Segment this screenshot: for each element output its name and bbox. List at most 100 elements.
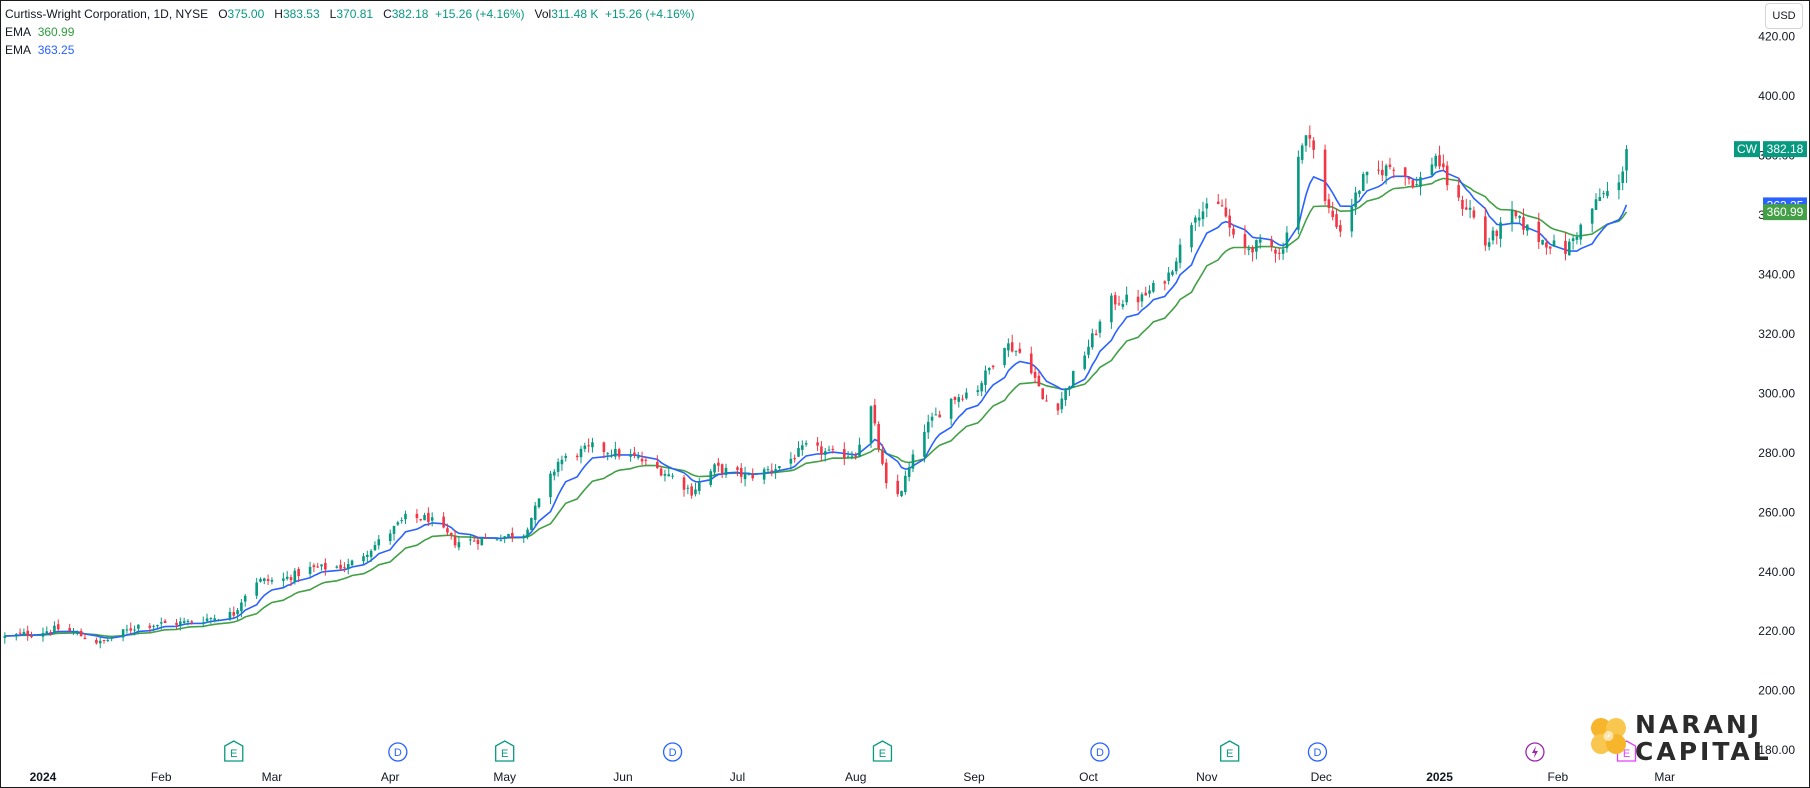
candle-body[interactable] — [1327, 199, 1331, 209]
candle-body[interactable] — [610, 455, 613, 457]
candle-body[interactable] — [1277, 252, 1281, 254]
candle-body[interactable] — [346, 564, 350, 569]
candle-body[interactable] — [606, 453, 610, 455]
candle-body[interactable] — [953, 397, 957, 401]
candle-body[interactable] — [1518, 215, 1521, 218]
candle-body[interactable] — [484, 537, 487, 539]
candle-body[interactable] — [72, 632, 75, 634]
candle-body[interactable] — [591, 442, 594, 448]
candle-body[interactable] — [522, 535, 526, 538]
candle-body[interactable] — [552, 471, 556, 476]
candle-body[interactable] — [869, 406, 873, 443]
candle-body[interactable] — [884, 462, 888, 484]
candle-body[interactable] — [255, 582, 258, 596]
dividend-icon[interactable] — [1090, 742, 1110, 762]
candle-body[interactable] — [53, 625, 56, 633]
candle-body[interactable] — [957, 397, 961, 402]
dividend-icon[interactable] — [662, 742, 683, 762]
candle-body[interactable] — [1579, 224, 1583, 240]
candle-body[interactable] — [419, 519, 423, 521]
candle-body[interactable] — [22, 631, 26, 635]
candle-body[interactable] — [1029, 353, 1033, 374]
candle-body[interactable] — [690, 486, 693, 496]
candle-body[interactable] — [3, 635, 7, 638]
candle-body[interactable] — [682, 477, 686, 490]
candle-body[interactable] — [1224, 207, 1228, 217]
candle-body[interactable] — [1167, 272, 1170, 281]
candle-body[interactable] — [1174, 261, 1178, 272]
candle-body[interactable] — [262, 578, 266, 582]
candle-body[interactable] — [1499, 222, 1502, 239]
candle-body[interactable] — [45, 631, 49, 634]
candle-body[interactable] — [392, 525, 396, 534]
candle-body[interactable] — [95, 639, 98, 644]
candle-body[interactable] — [102, 640, 106, 642]
candle-body[interactable] — [1270, 240, 1273, 247]
candle-body[interactable] — [49, 631, 52, 633]
candle-body[interactable] — [1430, 164, 1434, 176]
candle-body[interactable] — [549, 473, 552, 498]
candle-body[interactable] — [79, 630, 83, 637]
candle-body[interactable] — [83, 637, 87, 640]
candle-body[interactable] — [671, 475, 674, 477]
candle-body[interactable] — [1091, 333, 1094, 348]
candle-body[interactable] — [1545, 242, 1548, 248]
candle-body[interactable] — [312, 565, 316, 568]
candle-body[interactable] — [907, 467, 911, 477]
candle-body[interactable] — [1056, 403, 1060, 411]
candle-body[interactable] — [1487, 242, 1491, 247]
candle-body[interactable] — [259, 579, 262, 582]
candle-body[interactable] — [1594, 199, 1598, 210]
candle-body[interactable] — [163, 620, 167, 623]
candle-body[interactable] — [816, 442, 819, 446]
candle-body[interactable] — [1606, 191, 1609, 197]
candle-body[interactable] — [1491, 230, 1495, 241]
candle-body[interactable] — [713, 464, 716, 473]
candle-body[interactable] — [232, 612, 236, 616]
candle-body[interactable] — [1201, 211, 1205, 220]
candle-body[interactable] — [369, 550, 373, 557]
candle-body[interactable] — [1060, 398, 1064, 410]
candle-body[interactable] — [511, 533, 514, 538]
candle-body[interactable] — [1037, 375, 1041, 387]
candle-body[interactable] — [453, 536, 457, 546]
candle-body[interactable] — [56, 624, 60, 630]
candle-body[interactable] — [1514, 210, 1518, 217]
candle-body[interactable] — [1163, 281, 1167, 284]
candle-body[interactable] — [182, 621, 186, 623]
candle-body[interactable] — [507, 533, 510, 537]
candle-body[interactable] — [1071, 371, 1075, 388]
candle-body[interactable] — [556, 461, 560, 472]
earnings-icon[interactable] — [872, 740, 893, 762]
candle-body[interactable] — [152, 625, 155, 627]
candle-body[interactable] — [881, 451, 884, 464]
candle-body[interactable] — [896, 480, 900, 495]
candle-body[interactable] — [1197, 217, 1201, 221]
candle-body[interactable] — [495, 539, 499, 541]
candle-body[interactable] — [533, 505, 537, 520]
candle-body[interactable] — [797, 447, 800, 457]
candle-body[interactable] — [1068, 386, 1071, 390]
candle-body[interactable] — [1411, 180, 1415, 188]
candle-body[interactable] — [1098, 321, 1102, 333]
candle-body[interactable] — [270, 580, 274, 582]
candle-body[interactable] — [1445, 165, 1449, 186]
candle-body[interactable] — [583, 445, 587, 449]
candle-body[interactable] — [694, 489, 697, 495]
candle-body[interactable] — [560, 459, 564, 465]
candle-body[interactable] — [1415, 184, 1418, 186]
candle-body[interactable] — [289, 577, 293, 581]
candle-body[interactable] — [1110, 295, 1113, 323]
candle-body[interactable] — [442, 516, 445, 528]
candle-body[interactable] — [949, 398, 953, 419]
dividend-icon[interactable] — [1307, 742, 1328, 762]
candle-body[interactable] — [804, 443, 808, 445]
candle-body[interactable] — [1461, 199, 1464, 209]
candle-body[interactable] — [1087, 346, 1090, 355]
candle-body[interactable] — [320, 564, 323, 567]
candle-body[interactable] — [980, 383, 983, 392]
candle-body[interactable] — [736, 467, 739, 470]
ema-fast-line[interactable] — [4, 169, 1628, 639]
candle-body[interactable] — [1621, 171, 1625, 183]
candle-body[interactable] — [1331, 210, 1335, 218]
